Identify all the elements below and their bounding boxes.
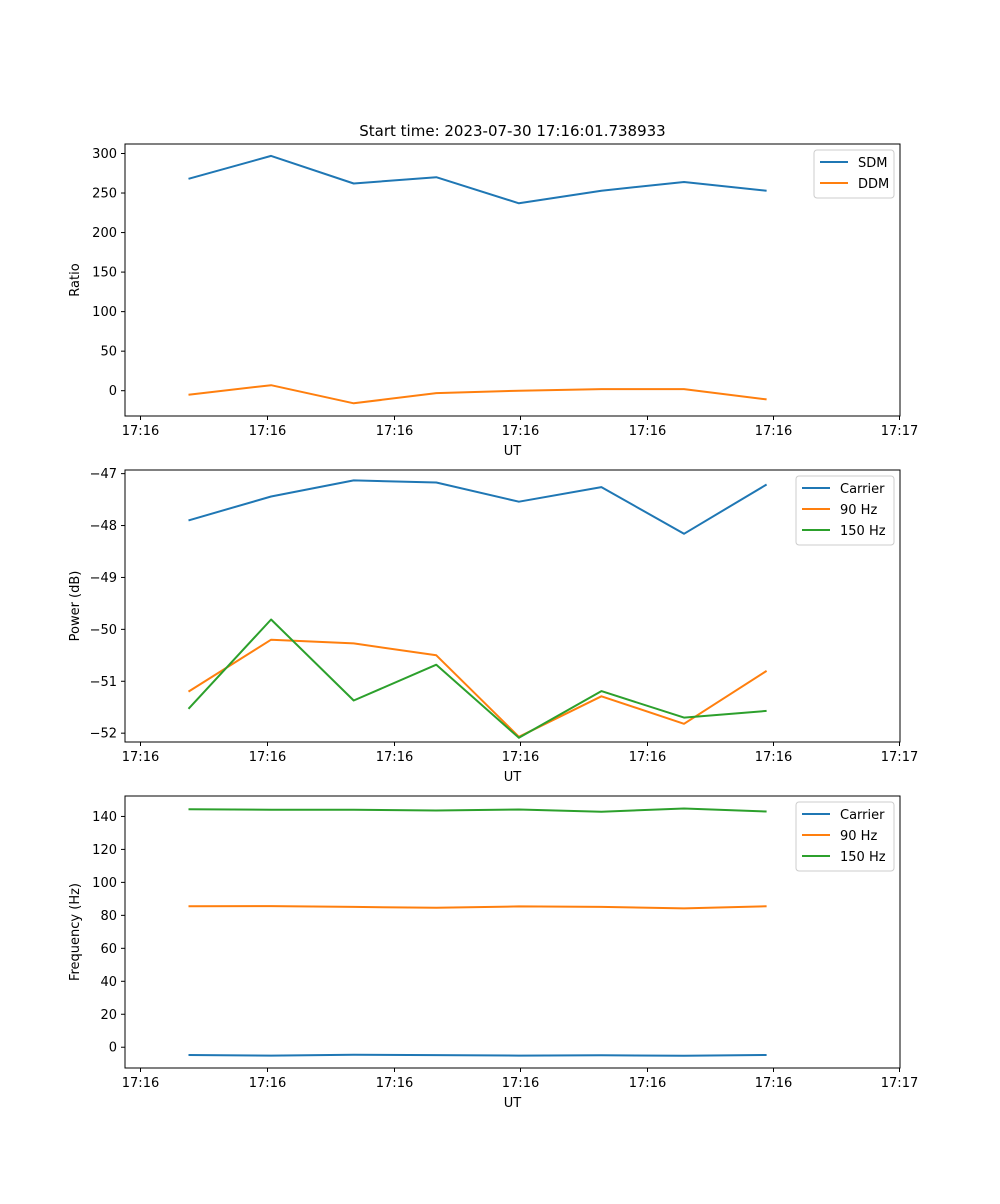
- legend-label: Carrier: [840, 482, 885, 497]
- x-tick-label: 17:16: [629, 1076, 666, 1091]
- x-tick-label: 17:16: [249, 424, 286, 439]
- x-tick-label: 17:16: [629, 424, 666, 439]
- series-line-150-hz: [188, 807, 767, 813]
- x-axis-label: UT: [504, 770, 522, 785]
- legend-label: SDM: [858, 156, 887, 171]
- legend-label: 90 Hz: [840, 829, 877, 844]
- legend-label: Carrier: [840, 808, 885, 823]
- x-tick-label: 17:16: [122, 1076, 159, 1091]
- legend: SDM DDM: [813, 149, 895, 199]
- chart-panel-1: 17:16 17:16 17:16 17:16 17:16 17:16 17:17 0 50 10…: [68, 143, 918, 459]
- chart-panel-2: 17:16 17:16 17:16 17:16 17:16 17:16 17:17 −52 −5…: [68, 467, 918, 785]
- legend-label: 150 Hz: [840, 524, 886, 539]
- x-tick-label: 17:16: [755, 424, 792, 439]
- x-tick-label: 17:16: [502, 424, 539, 439]
- series-line-ddm: [188, 384, 767, 405]
- chart-panel-3: 17:16 17:16 17:16 17:16 17:16 17:16 17:17 0 20 40…: [68, 795, 918, 1111]
- legend: Carrier 90 Hz 150 Hz: [795, 475, 895, 546]
- x-tick-label: 17:16: [502, 750, 539, 765]
- axes-frame: [124, 143, 901, 417]
- x-tick-label: 17:16: [376, 750, 413, 765]
- x-tick-label: 17:17: [881, 424, 918, 439]
- y-tick-label: 40: [100, 975, 117, 990]
- x-tick-label: 17:16: [122, 750, 159, 765]
- legend-label: DDM: [858, 177, 889, 192]
- series-line-carrier: [188, 1053, 767, 1057]
- y-tick-label: 150: [92, 266, 117, 281]
- y-tick-label: 60: [100, 942, 117, 957]
- y-tick-label: 0: [109, 1041, 117, 1056]
- x-tick-label: 17:16: [755, 1076, 792, 1091]
- y-tick-label: −48: [90, 519, 117, 534]
- y-tick-label: 200: [92, 226, 117, 241]
- series-line-carrier: [188, 479, 768, 535]
- series-line-90-hz: [188, 905, 767, 910]
- x-tick-label: 17:17: [881, 750, 918, 765]
- y-tick-label: 80: [100, 909, 117, 924]
- x-tick-label: 17:16: [629, 750, 666, 765]
- legend-label: 90 Hz: [840, 503, 877, 518]
- y-tick-label: 0: [109, 384, 117, 399]
- axes-frame: [124, 469, 901, 743]
- legend-box: [795, 475, 895, 546]
- y-tick-label: −49: [90, 571, 117, 586]
- x-axis-label: UT: [504, 444, 522, 459]
- y-tick-label: −50: [90, 623, 117, 638]
- y-axis-label: Power (dB): [68, 571, 83, 642]
- series-line-sdm: [188, 154, 767, 205]
- x-tick-label: 17:16: [376, 1076, 413, 1091]
- x-tick-label: 17:16: [755, 750, 792, 765]
- series-line-90-hz: [187, 638, 768, 738]
- y-tick-label: −52: [90, 727, 117, 742]
- y-tick-label: −51: [90, 675, 117, 690]
- x-tick-label: 17:16: [249, 1076, 286, 1091]
- x-axis-label: UT: [504, 1096, 522, 1111]
- axes-frame: [124, 795, 901, 1069]
- legend: Carrier 90 Hz 150 Hz: [795, 801, 895, 872]
- x-tick-label: 17:17: [881, 1076, 918, 1091]
- figure-title: Start time: 2023-07-30 17:16:01.738933: [359, 122, 665, 140]
- y-tick-label: 100: [92, 876, 117, 891]
- y-tick-label: 250: [92, 187, 117, 202]
- x-tick-label: 17:16: [249, 750, 286, 765]
- y-tick-label: 300: [92, 147, 117, 162]
- y-tick-label: 120: [92, 843, 117, 858]
- y-tick-label: −47: [90, 467, 117, 482]
- y-tick-label: 50: [100, 345, 117, 360]
- x-tick-label: 17:16: [122, 424, 159, 439]
- y-tick-label: 140: [92, 810, 117, 825]
- y-axis-label: Frequency (Hz): [68, 883, 83, 981]
- x-tick-label: 17:16: [502, 1076, 539, 1091]
- legend-box: [795, 801, 895, 872]
- series-line-150-hz: [187, 618, 767, 739]
- x-tick-label: 17:16: [376, 424, 413, 439]
- y-tick-label: 20: [100, 1008, 117, 1023]
- y-tick-label: 100: [92, 305, 117, 320]
- y-axis-label: Ratio: [68, 263, 83, 296]
- legend-label: 150 Hz: [840, 850, 886, 865]
